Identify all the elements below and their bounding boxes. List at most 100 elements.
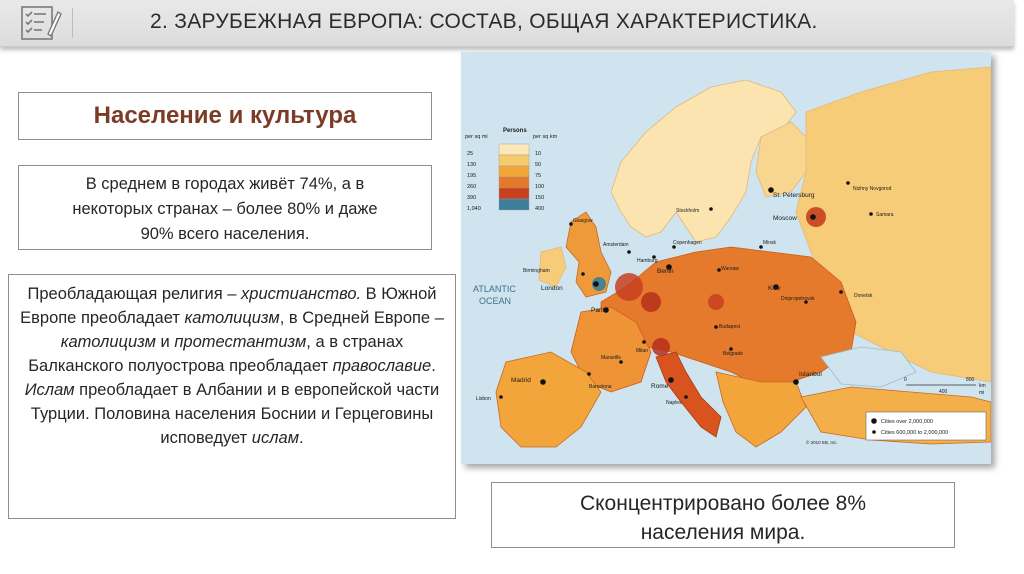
city-label-stockholm: Stockholm (676, 208, 699, 214)
legend-swatch (498, 176, 530, 189)
religion-text-part: Преобладающая религия – (27, 285, 242, 303)
city-key-box (865, 411, 987, 441)
city-label-birmingham: Birmingham (523, 268, 550, 274)
legend-swatch (498, 198, 530, 211)
legend-value-right: 10 (535, 151, 541, 157)
urban-population-text: В среднем в городах живёт 74%, а в некот… (19, 166, 431, 247)
scale-800: 800 (966, 377, 975, 383)
land-britain (565, 211, 612, 298)
city-marker-milan (642, 340, 646, 344)
title-divider (72, 8, 73, 38)
scale-400: 400 (939, 389, 948, 395)
city-marker-paris (603, 307, 609, 313)
religion-term: католицизм (184, 309, 280, 327)
religion-term: протестантизм (174, 333, 307, 351)
black-sea (820, 346, 917, 388)
religion-text-part: . (431, 357, 436, 375)
city-marker-glasgow (569, 222, 573, 226)
key-medium-city-label: Cities 600,000 to 2,000,000 (881, 430, 948, 436)
urban-line-3: 90% всего населения. (140, 225, 310, 243)
city-label-budapest: Budapest (719, 324, 741, 330)
legend-unit-right: per sq km (533, 134, 558, 140)
city-label-hamburg: Hamburg (637, 258, 658, 264)
legend-value-right: 150 (535, 195, 544, 201)
dense-region-po (652, 338, 670, 356)
legend-value-left: 25 (467, 151, 473, 157)
city-marker-birmingham (581, 272, 585, 276)
city-label-milan: Milan (636, 348, 648, 354)
key-large-city-marker (871, 418, 877, 424)
share-line-1: Сконцентрировано более 8% (579, 492, 867, 515)
scale-km: km (979, 383, 986, 389)
city-marker-kiev (773, 284, 779, 290)
urban-line-2: некоторых странах – более 80% и даже (72, 200, 378, 218)
key-medium-city-marker (872, 430, 876, 434)
city-marker-naples (684, 395, 688, 399)
city-label-naples: Naples (666, 400, 682, 406)
city-marker-berlin (666, 264, 672, 270)
dense-region-silesia (708, 294, 724, 310)
urban-population-box: В среднем в городах живёт 74%, а в некот… (18, 165, 432, 250)
city-label-donetsk: Donetsk (854, 293, 873, 299)
city-label-dnipropetrovsk: Dnipropetrovsk (781, 296, 815, 302)
legend-value-right: 50 (535, 162, 541, 168)
religion-text-part: , в Средней Европе – (279, 309, 444, 327)
world-share-text: Сконцентрировано более 8% населения мира… (492, 483, 954, 547)
city-marker-london (593, 281, 599, 287)
land-iberia (495, 351, 602, 448)
map-legend: Persons per sq mi per sq km 25 10 130 50 195… (465, 128, 558, 212)
world-share-box: Сконцентрировано более 8% населения мира… (491, 482, 955, 548)
religion-text-part: преобладает в Албании и в европейской ча… (30, 381, 440, 447)
dense-region-benelux (615, 273, 643, 301)
city-label-london: London (541, 285, 563, 292)
city-marker-madrid (540, 379, 546, 385)
city-key: Cities over 2,000,000 Cities 600,000 to … (865, 411, 987, 441)
city-label-nizhny: Nizhny Novgorod (853, 186, 892, 192)
city-marker-belgrade (729, 347, 733, 351)
dense-region-ruhr (641, 292, 661, 312)
scale-bar: 0 800 km 400 mi (904, 377, 986, 396)
city-marker-moscow (810, 214, 816, 220)
legend-value-left: 1,040 (467, 206, 481, 212)
religion-term: ислам (251, 429, 300, 447)
population-density-map: Persons per sq mi per sq km 25 10 130 50 195… (461, 52, 991, 464)
city-marker-hamburg (652, 255, 656, 259)
city-label-berlin: Berlin (657, 268, 674, 275)
city-label-samara: Samara (876, 212, 894, 218)
legend-swatch (498, 143, 530, 156)
city-label-amsterdam: Amsterdam (603, 242, 629, 248)
religion-text-part: и (155, 333, 175, 351)
legend-swatch (498, 187, 530, 200)
city-marker-budapest (714, 325, 718, 329)
city-layer: St. Petersburg Nizhny Novgorod Moscow Samar… (476, 181, 894, 406)
urban-line-1: В среднем в городах живёт 74%, а в (85, 175, 365, 193)
legend-value-left: 195 (467, 173, 476, 179)
city-marker-minsk (759, 245, 763, 249)
city-marker-rome (668, 377, 674, 383)
city-label-paris: Paris (591, 307, 607, 314)
city-marker-lisbon (499, 395, 503, 399)
key-large-city-label: Cities over 2,000,000 (881, 419, 933, 425)
city-marker-amsterdam (627, 250, 631, 254)
land-ireland (538, 246, 567, 288)
legend-value-right: 100 (535, 184, 544, 190)
section-heading: Население и культура (93, 102, 357, 129)
checklist-icon (21, 6, 62, 40)
city-marker-marseille (619, 360, 623, 364)
land-france (570, 306, 652, 393)
land-scandinavia (610, 79, 797, 243)
legend-unit-left: per sq mi (465, 134, 488, 140)
city-label-marseille: Marseille (601, 355, 621, 361)
religion-term: христианство. (241, 285, 362, 303)
city-label-moscow: Moscow (773, 215, 797, 222)
city-label-istanbul: Istanbul (799, 371, 822, 378)
city-marker-donetsk (839, 290, 843, 294)
map-canvas: Persons per sq mi per sq km 25 10 130 50 195… (461, 52, 991, 464)
legend-value-right: 400 (535, 206, 544, 212)
religion-term: православие (332, 357, 432, 375)
city-label-kiev: Kiev (768, 285, 781, 292)
share-line-2: населения мира. (640, 521, 806, 544)
legend-swatch (498, 154, 530, 167)
city-marker-dnipropetrovsk (804, 300, 808, 304)
heading-box: Население и культура (18, 92, 432, 140)
